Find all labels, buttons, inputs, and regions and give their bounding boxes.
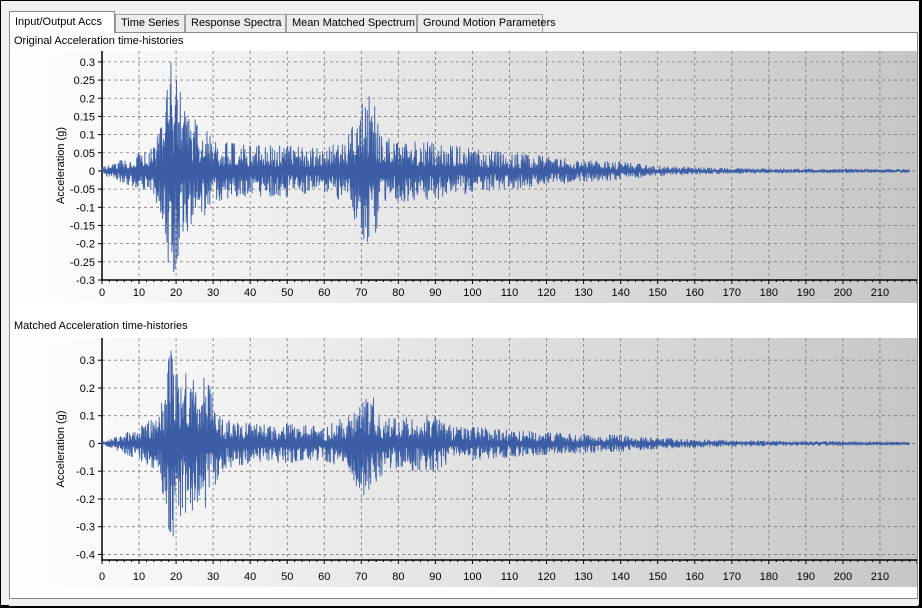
x-tick-label: 0	[99, 571, 105, 583]
tab-mean-matched-spectrum[interactable]: Mean Matched Spectrum	[286, 14, 417, 32]
y-tick-label: 0	[89, 166, 95, 178]
x-tick-label: 50	[281, 287, 293, 299]
y-tick-label: 0.3	[80, 57, 95, 69]
y-tick-label: -0.15	[70, 220, 95, 232]
tab-ground-motion-parameters[interactable]: Ground Motion Parameters	[417, 14, 556, 32]
x-tick-label: 110	[501, 571, 519, 583]
original-acceleration-chart: Original Acceleration time-histories 0 10 2…	[10, 33, 917, 317]
y-tick-label: 0.15	[74, 111, 95, 123]
chart-title: Matched Acceleration time-histories	[14, 320, 188, 332]
y-tick-label: -0.3	[76, 275, 95, 287]
x-tick-label: 40	[244, 287, 256, 299]
acceleration-series-line	[101, 350, 911, 537]
x-tick-label: 90	[429, 571, 441, 583]
x-tick-label: 80	[392, 287, 404, 299]
x-tick-label: 160	[686, 287, 704, 299]
y-tick-label: -0.4	[76, 549, 95, 561]
y-tick-label: 0.1	[80, 411, 95, 423]
matched-acceleration-chart: Matched Acceleration time-histories 0 10 20…	[10, 317, 917, 600]
x-tick-label: 100	[463, 287, 481, 299]
y-tick-label: -0.1	[76, 202, 95, 214]
y-tick-label: -0.1	[76, 466, 95, 478]
y-tick-label: -0.25	[70, 257, 95, 269]
x-tick-label: 210	[871, 571, 889, 583]
x-tick-label: 150	[649, 571, 667, 583]
x-tick-label: 180	[760, 571, 778, 583]
chart-svg: Matched Acceleration time-histories 0 10 20…	[10, 320, 917, 587]
x-tick-label: 20	[170, 287, 182, 299]
y-axis-title: Acceleration (g)	[55, 127, 67, 204]
x-tick-label: 190	[797, 571, 815, 583]
y-tick-label: -0.2	[76, 494, 95, 506]
tab-response-spectra[interactable]: Response Spectra	[185, 14, 286, 32]
x-tick-label: 30	[207, 287, 219, 299]
y-tick-label: 0.25	[74, 75, 95, 87]
x-tick-label: 140	[611, 571, 629, 583]
tab-time-series[interactable]: Time Series	[115, 14, 185, 32]
tab-panel-input-output-accs: Original Acceleration time-histories 0 10 2…	[9, 32, 918, 599]
x-tick-label: 120	[537, 571, 555, 583]
x-tick-label: 0	[99, 287, 105, 299]
x-tick-label: 160	[686, 571, 704, 583]
x-tick-label: 70	[355, 287, 367, 299]
y-tick-label: 0.2	[80, 383, 95, 395]
chart-title: Original Acceleration time-histories	[14, 35, 184, 47]
y-tick-label: -0.05	[70, 184, 95, 196]
acceleration-series-line	[101, 62, 911, 273]
plot-background	[10, 338, 917, 587]
y-tick-label: 0.2	[80, 93, 95, 105]
x-tick-label: 90	[429, 287, 441, 299]
x-tick-label: 50	[281, 571, 293, 583]
x-tick-label: 80	[392, 571, 404, 583]
x-tick-label: 70	[355, 571, 367, 583]
x-tick-label: 190	[797, 287, 815, 299]
x-tick-label: 60	[318, 287, 330, 299]
x-tick-label: 180	[760, 287, 778, 299]
x-tick-label: 170	[723, 287, 741, 299]
x-tick-label: 10	[133, 571, 145, 583]
x-tick-label: 20	[170, 571, 182, 583]
y-tick-label: 0.05	[74, 148, 95, 160]
y-axis-title: Acceleration (g)	[55, 410, 67, 487]
x-tick-label: 100	[463, 571, 481, 583]
x-tick-label: 210	[871, 287, 889, 299]
x-tick-label: 40	[244, 571, 256, 583]
tab-input-output-accs[interactable]: Input/Output Accs	[9, 11, 115, 33]
x-tick-label: 130	[574, 287, 592, 299]
x-tick-label: 150	[649, 287, 667, 299]
tab-strip: Input/Output Accs Time Series Response S…	[9, 11, 913, 33]
x-tick-label: 110	[501, 287, 519, 299]
x-tick-label: 140	[611, 287, 629, 299]
x-tick-label: 10	[133, 287, 145, 299]
y-tick-label: 0	[89, 438, 95, 450]
status-bar	[9, 599, 918, 606]
x-tick-label: 120	[537, 287, 555, 299]
y-tick-label: -0.3	[76, 522, 95, 534]
x-tick-label: 200	[834, 287, 852, 299]
y-tick-label: 0.1	[80, 130, 95, 142]
x-tick-label: 130	[574, 571, 592, 583]
y-tick-label: 0.3	[80, 355, 95, 367]
x-tick-label: 200	[834, 571, 852, 583]
x-tick-label: 60	[318, 571, 330, 583]
y-tick-label: -0.2	[76, 239, 95, 251]
chart-svg: Original Acceleration time-histories 0 10 2…	[10, 35, 917, 303]
x-tick-label: 30	[207, 571, 219, 583]
x-tick-label: 170	[723, 571, 741, 583]
